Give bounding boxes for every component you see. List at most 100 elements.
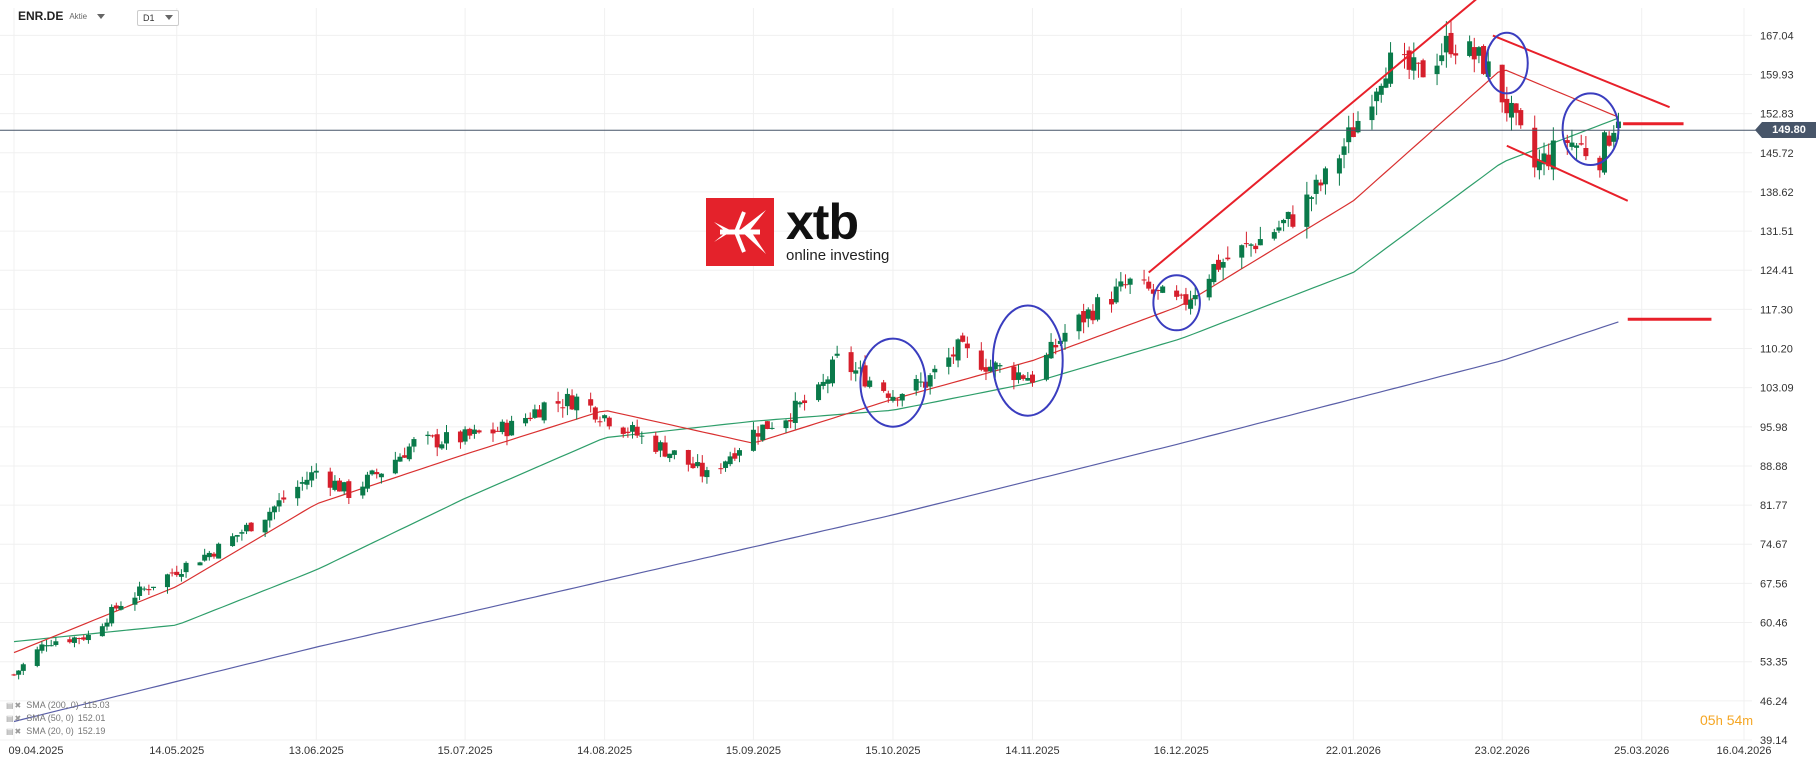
chevron-down-icon[interactable] <box>97 13 106 19</box>
y-tick-label-0: 167.04 <box>1760 30 1794 42</box>
candle-body-29 <box>202 554 208 561</box>
candle-body-241 <box>1578 143 1584 145</box>
candle-body-215 <box>1411 57 1417 71</box>
y-tick-label-7: 117.30 <box>1760 304 1793 316</box>
candle-body-212 <box>1388 52 1394 84</box>
candle-body-122 <box>802 400 808 404</box>
candle-body-109 <box>723 461 729 468</box>
candle-body-12 <box>85 634 91 641</box>
candle-body-79 <box>527 417 533 420</box>
candle-body-153 <box>1011 366 1017 381</box>
candle-body-209 <box>1374 91 1380 102</box>
candle-body-227 <box>1485 61 1491 77</box>
candle-body-244 <box>1601 132 1607 173</box>
x-tick-label-4: 14.08.2025 <box>577 745 632 757</box>
candle-body-52 <box>346 481 352 498</box>
x-tick-label-10: 23.02.2026 <box>1475 745 1530 757</box>
candle-body-98 <box>653 435 659 452</box>
legend-sma20-value: 152.19 <box>77 726 106 736</box>
candle-body-242 <box>1583 147 1589 157</box>
candle-body-129 <box>853 370 859 374</box>
candle-body-118 <box>783 420 789 429</box>
candle-body-149 <box>983 367 989 372</box>
candle-body-180 <box>1183 294 1189 305</box>
candle-body-48 <box>327 471 333 488</box>
candle-body-177 <box>1160 286 1166 293</box>
timeframe-select[interactable]: D1 <box>137 10 179 26</box>
list-icon: ▤✖ <box>6 701 23 710</box>
candle-body-34 <box>234 535 240 537</box>
x-tick-label-1: 14.05.2025 <box>149 745 204 757</box>
candle-body-68 <box>457 431 463 443</box>
candle-body-67 <box>444 432 449 444</box>
legend-sma200[interactable]: ▤✖ SMA (200, 0) 115.03 <box>6 700 110 711</box>
legend-sma50[interactable]: ▤✖ SMA (50, 0) 152.01 <box>6 713 105 724</box>
legend-sma20[interactable]: ▤✖ SMA (20, 0) 152.19 <box>6 726 105 737</box>
candle-body-1 <box>16 670 22 675</box>
candle-body-236 <box>1546 154 1552 167</box>
candle-body-199 <box>1309 197 1314 199</box>
candle-body-43 <box>295 486 301 499</box>
candle-body-46 <box>309 472 315 481</box>
candle-body-245 <box>1606 135 1612 146</box>
candle-body-235 <box>1541 153 1547 165</box>
candle-body-123 <box>816 384 822 401</box>
candle-body-61 <box>406 446 412 460</box>
candle-body-30 <box>206 552 212 558</box>
x-tick-label-6: 15.10.2025 <box>865 745 920 757</box>
candle-body-80 <box>532 409 538 418</box>
candle-body-207 <box>1355 120 1361 133</box>
candle-body-162 <box>1062 332 1068 342</box>
candle-body-218 <box>1434 65 1440 75</box>
candle-body-74 <box>495 430 501 432</box>
candle-body-56 <box>374 472 380 475</box>
candle-body-228 <box>1499 64 1505 103</box>
candle-body-141 <box>927 375 933 387</box>
candle-body-183 <box>1206 278 1212 298</box>
candle-body-232 <box>1518 110 1524 126</box>
candle-body-179 <box>1178 294 1184 296</box>
candle-body-50 <box>337 480 343 492</box>
trendline-0 <box>1148 0 1477 274</box>
sma200-path <box>13 321 1619 723</box>
candle-body-134 <box>885 393 891 398</box>
candle-body-111 <box>732 453 738 459</box>
candle-body-62 <box>411 439 417 447</box>
candle-body-154 <box>1016 372 1022 380</box>
candle-body-126 <box>829 359 835 384</box>
y-tick-label-12: 81.77 <box>1760 500 1788 512</box>
candle-body-184 <box>1211 264 1217 283</box>
candle-body-200 <box>1313 179 1319 194</box>
candle-body-216 <box>1415 62 1421 64</box>
candle-body-63 <box>425 434 431 437</box>
xtb-logo: xtb online investing <box>706 197 889 266</box>
candle-body-73 <box>490 429 496 434</box>
candle-body-87 <box>574 396 580 411</box>
candle-body-238 <box>1564 140 1570 143</box>
candle-body-169 <box>1113 286 1119 303</box>
candle-body-94 <box>625 431 631 433</box>
candle-body-229 <box>1504 98 1510 114</box>
candle-body-246 <box>1611 132 1617 142</box>
x-tick-label-5: 15.09.2025 <box>726 745 781 757</box>
candle-body-145 <box>955 339 961 361</box>
candle-body-186 <box>1220 262 1226 268</box>
candle-body-124 <box>820 381 826 386</box>
y-tick-label-15: 60.46 <box>1760 618 1788 630</box>
candle-body-65 <box>434 434 440 448</box>
candle-body-119 <box>788 419 794 422</box>
candle-body-104 <box>690 463 696 469</box>
candle-body-69 <box>462 429 468 442</box>
candle-body-192 <box>1257 239 1263 246</box>
candle-body-157 <box>1029 374 1035 383</box>
candle-body-55 <box>369 470 375 475</box>
candle-body-172 <box>1127 278 1133 285</box>
candle-body-42 <box>281 497 287 500</box>
candle-body-198 <box>1304 194 1310 227</box>
candle-body-132 <box>867 380 873 387</box>
candle-body-139 <box>918 381 924 383</box>
candle-body-130 <box>857 367 863 369</box>
candle-body-49 <box>332 480 338 490</box>
